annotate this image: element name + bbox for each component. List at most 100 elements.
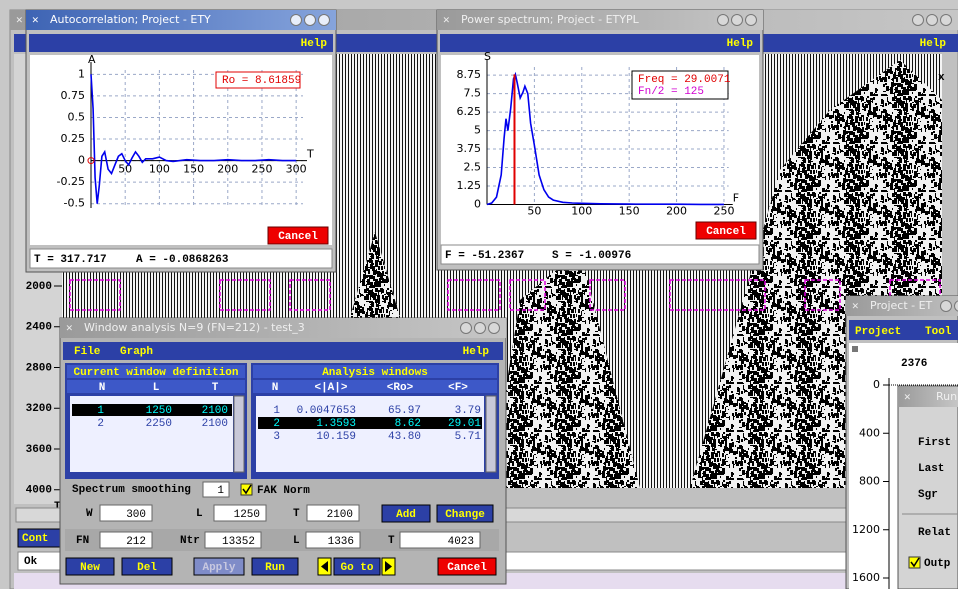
table-cell[interactable]: 1250: [146, 405, 172, 417]
y-tick-label: 2.5: [464, 161, 482, 174]
field-label: W: [86, 508, 93, 520]
screen: ✕Help200024002800320036004000xTContOk✕Au…: [0, 0, 958, 589]
table-cell[interactable]: 2: [273, 418, 280, 430]
field-label: Relat: [918, 527, 951, 539]
title-button[interactable]: [732, 15, 743, 26]
input-value: 4023: [448, 536, 474, 548]
y-tick-label: 8.75: [457, 68, 482, 81]
button-label[interactable]: Cancel: [278, 231, 318, 243]
window-title: Project - ET: [870, 299, 933, 312]
table-cell[interactable]: 2100: [202, 418, 228, 430]
window-title: Power spectrum; Project - ETYPL: [461, 13, 640, 26]
title-button[interactable]: [291, 15, 302, 26]
y-tick-label: 4000: [26, 485, 52, 497]
column-header: N: [272, 382, 279, 394]
button-label[interactable]: Go to: [340, 562, 373, 574]
button-label[interactable]: Cancel: [447, 562, 487, 574]
button-label[interactable]: Apply: [202, 562, 235, 574]
title-button[interactable]: [475, 323, 486, 334]
title-icon: ✕: [32, 15, 39, 27]
title-button[interactable]: [461, 323, 472, 334]
input[interactable]: [203, 482, 229, 497]
y-tick-label: -0.25: [57, 175, 85, 188]
menu-item[interactable]: Graph: [120, 346, 153, 358]
menu-item[interactable]: Project: [855, 326, 901, 338]
x-tick-label: 250: [251, 163, 272, 176]
y-tick-label: 1: [78, 67, 85, 80]
y-tick-label: 0: [474, 198, 481, 211]
table-cell[interactable]: 2100: [202, 405, 228, 417]
axis-label: x: [938, 72, 945, 84]
axis-label: A: [88, 53, 96, 66]
column-header: L: [153, 382, 160, 394]
table-cell[interactable]: 10.159: [316, 431, 356, 443]
menu-help[interactable]: Help: [301, 38, 328, 50]
button-label[interactable]: Run: [265, 562, 285, 574]
input-value: 212: [126, 536, 146, 548]
y-tick-label: 7.5: [464, 87, 482, 100]
menu-help[interactable]: Help: [920, 38, 947, 50]
button-label[interactable]: Del: [137, 562, 157, 574]
field-label: Last: [918, 463, 944, 475]
axis-label: F: [733, 192, 739, 205]
table-cell[interactable]: 1: [97, 405, 104, 417]
annotation: Fn/2 = 125: [638, 86, 704, 98]
table-cell[interactable]: 8.62: [395, 418, 421, 430]
annotation: Ro = 8.61859: [222, 75, 301, 87]
table-cell[interactable]: 2250: [146, 418, 172, 430]
field-label: Outp: [924, 558, 951, 570]
title-button[interactable]: [927, 15, 938, 26]
table-cell[interactable]: 5.71: [455, 431, 482, 443]
table-cell[interactable]: 65.97: [388, 405, 421, 417]
input-value: 1336: [328, 536, 354, 548]
field-label: L: [293, 535, 300, 547]
title-button[interactable]: [305, 15, 316, 26]
table-cell[interactable]: 2: [97, 418, 104, 430]
y-tick-label: 1600: [852, 571, 880, 584]
y-tick-label: 2400: [26, 322, 52, 334]
button-label[interactable]: Change: [445, 509, 485, 521]
menu-item[interactable]: File: [74, 346, 101, 358]
x-tick-label: 300: [286, 163, 307, 176]
x-tick-label: 100: [149, 163, 170, 176]
input-value: 300: [126, 509, 146, 521]
title-button[interactable]: [746, 15, 757, 26]
table-cell[interactable]: 3: [273, 431, 280, 443]
y-tick-label: 3.75: [457, 142, 482, 155]
y-tick-label: 1200: [852, 523, 880, 536]
y-tick-label: 800: [859, 475, 880, 488]
y-tick-label: 0: [873, 378, 880, 391]
button-label[interactable]: Add: [396, 509, 416, 521]
title-button[interactable]: [913, 15, 924, 26]
button-label[interactable]: Cancel: [706, 226, 746, 238]
title-button[interactable]: [941, 301, 952, 312]
table-cell[interactable]: 3.79: [455, 405, 481, 417]
y-tick-label: 6.25: [457, 105, 482, 118]
input-value: 1: [217, 485, 224, 497]
status-text: T = 317.717: [34, 254, 107, 266]
y-tick-label: 400: [859, 426, 880, 439]
y-tick-label: -0.5: [64, 197, 85, 210]
panel-heading: Current window definition: [73, 367, 238, 379]
button-label[interactable]: New: [80, 562, 100, 574]
x-tick-label: 200: [666, 205, 687, 218]
y-tick-label: 2800: [26, 362, 52, 374]
y-tick-label: 0: [78, 154, 85, 167]
title-button[interactable]: [941, 15, 952, 26]
title-button[interactable]: [718, 15, 729, 26]
menu-item[interactable]: Tool: [925, 326, 952, 338]
menu-help[interactable]: Help: [727, 38, 754, 50]
table-cell[interactable]: 0.0047653: [297, 405, 356, 417]
table-cell[interactable]: 29.01: [448, 418, 481, 430]
menu-help[interactable]: Help: [463, 346, 490, 358]
title-button[interactable]: [319, 15, 330, 26]
table-cell[interactable]: 43.80: [388, 431, 421, 443]
title-button[interactable]: [489, 323, 500, 334]
table-cell[interactable]: 1.3593: [316, 418, 356, 430]
field-label: First: [918, 437, 951, 449]
table-cell[interactable]: 1: [273, 405, 280, 417]
y-tick-label: 2000: [26, 281, 52, 293]
button-label[interactable]: Cont: [22, 533, 48, 545]
panel-heading: Analysis windows: [322, 367, 428, 379]
field-label: Sgr: [918, 489, 938, 501]
